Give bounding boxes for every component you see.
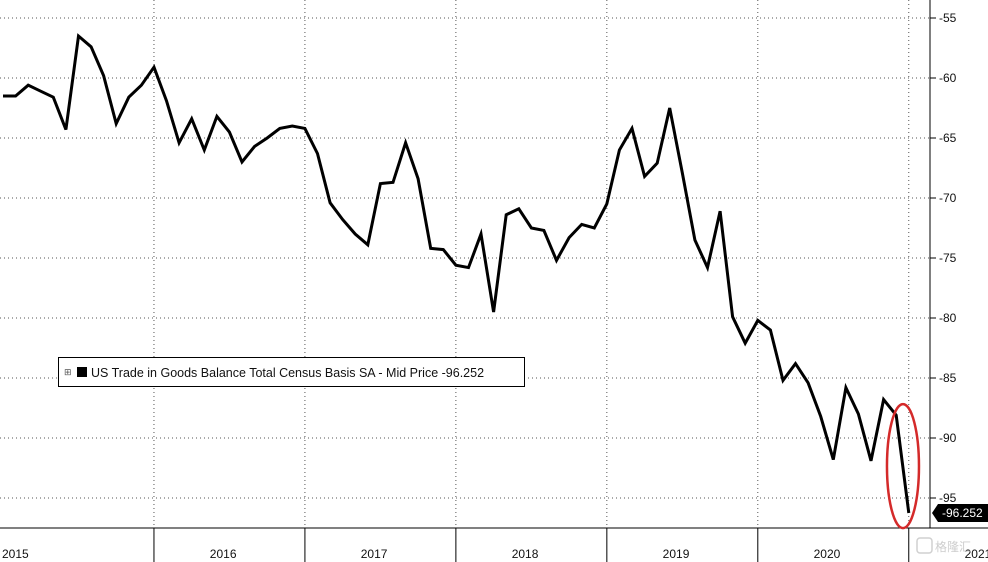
gridlines (0, 0, 930, 528)
y-tick-label: -85 (939, 371, 957, 385)
series-layer (3, 33, 911, 514)
x-tick-label: 2016 (210, 547, 237, 561)
x-tick-label: 2015 (2, 547, 29, 561)
y-tick-label: -95 (939, 491, 957, 505)
highlight-ellipse (885, 402, 921, 530)
y-tick-label: -90 (939, 431, 957, 445)
legend-box (58, 357, 525, 387)
legend-swatch (77, 367, 87, 377)
series-line (3, 33, 911, 514)
x-tick-label: 2018 (512, 547, 539, 561)
x-tick-label: 2019 (663, 547, 690, 561)
watermark-logo-icon (916, 537, 933, 554)
last-value-flag (932, 504, 988, 523)
watermark-text: 格隆汇 (935, 539, 971, 554)
annotations: -96.252 ⊞ US Trade in Goods Balance Total … (58, 357, 988, 554)
y-tick-label: -55 (939, 11, 957, 25)
legend-expand-icon[interactable]: ⊞ (64, 368, 72, 378)
y-tick-label: -75 (939, 251, 957, 265)
y-tick-label: -70 (939, 191, 957, 205)
x-tick-label: 2017 (361, 547, 388, 561)
legend: ⊞ US Trade in Goods Balance Total Census … (58, 357, 525, 387)
y-tick-label: -65 (939, 131, 957, 145)
y-tick-label: -80 (939, 311, 957, 325)
watermark: 格隆汇 (916, 537, 971, 554)
x-tick-label: 2020 (814, 547, 841, 561)
legend-label: US Trade in Goods Balance Total Census B… (91, 366, 484, 380)
y-tick-label: -60 (939, 71, 957, 85)
x-tick-label: 2021 (965, 547, 988, 561)
last-value-label: -96.252 (942, 506, 983, 520)
